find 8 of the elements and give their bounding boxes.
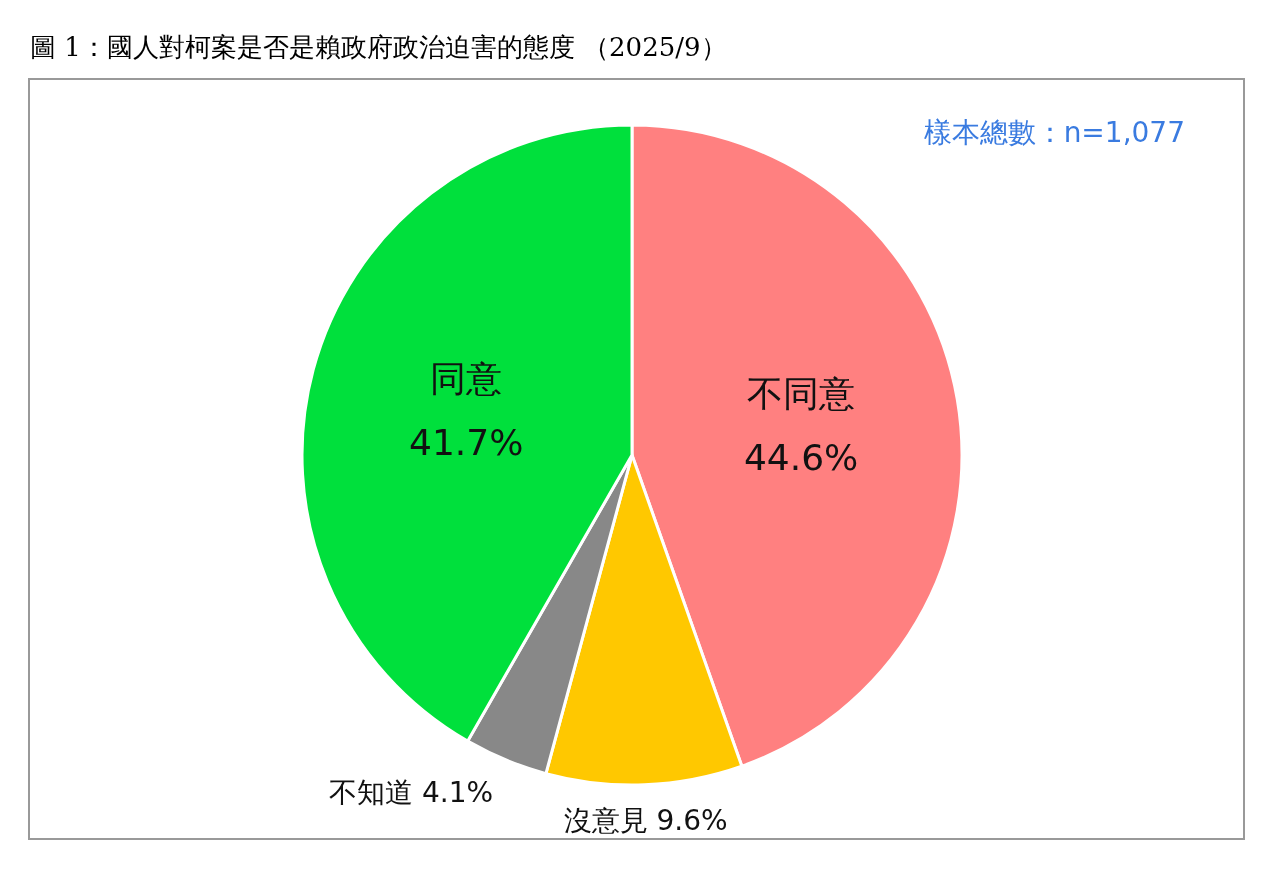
data-label: 41.7% xyxy=(409,421,524,463)
slice-label: 沒意見 9.6% xyxy=(563,803,728,837)
slice-label: 不同意 xyxy=(747,373,856,415)
data-label: 44.6% xyxy=(743,437,859,479)
slice-label: 同意 xyxy=(430,357,503,399)
text: 樣本總數：n=1,077 xyxy=(923,115,1185,151)
chart-title: 圖 1：國人對柯案是否是賴政府政治迫害的態度 （2025/9） xyxy=(29,31,728,64)
slice-label: 不知道 4.1% xyxy=(329,776,494,810)
